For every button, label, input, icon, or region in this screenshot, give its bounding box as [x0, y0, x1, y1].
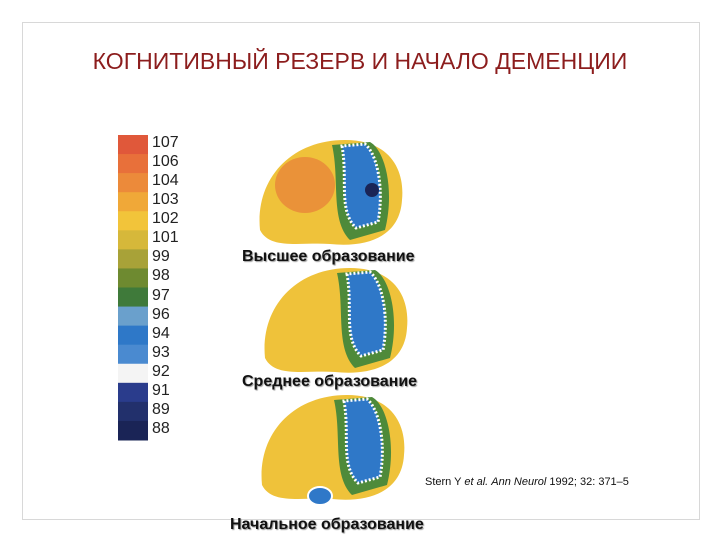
etal: et al.: [464, 476, 489, 488]
blue-region: [340, 142, 382, 230]
scale-swatch: [118, 401, 148, 422]
scale-label: 106: [152, 153, 179, 171]
caption: Среднее образование: [242, 373, 418, 390]
blue-spot: [307, 486, 333, 506]
scale-swatch: [118, 173, 148, 193]
scale-swatch: [118, 287, 148, 308]
scale-swatch: [118, 192, 148, 212]
blue-spot: [365, 183, 379, 197]
scale-label: 101: [152, 229, 179, 247]
scale-label: 88: [152, 419, 170, 437]
scale-swatch: [118, 268, 148, 288]
scale-swatch: [118, 344, 148, 365]
scale-label: 103: [152, 191, 179, 209]
journal: Ann Neurol: [491, 476, 547, 488]
scale-swatch: [118, 382, 148, 403]
scale-swatch: [118, 230, 148, 250]
citation: Stern Y et al. Ann Neurol 1992; 32: 371–…: [425, 476, 629, 488]
scale-label: 98: [152, 267, 170, 285]
scale-label: 97: [152, 286, 170, 304]
scale-label: 94: [152, 324, 170, 342]
scale-label: 89: [152, 400, 170, 418]
scale-label: 99: [152, 248, 170, 266]
slide-title: КОГНИТИВНЫЙ РЕЗЕРВ И НАЧАЛО ДЕМЕНЦИИ: [92, 48, 628, 74]
blue-region: [345, 270, 387, 358]
scale-swatch: [118, 325, 148, 346]
caption: Начальное образование: [230, 516, 424, 533]
scale-label: 93: [152, 343, 170, 361]
scale-label: 107: [152, 134, 179, 151]
scale-swatch: [118, 306, 148, 327]
blue-region: [342, 397, 384, 485]
scale-label: 96: [152, 305, 170, 323]
scale-swatch: [118, 135, 148, 155]
frame: [22, 22, 700, 520]
scale-label: 91: [152, 381, 170, 399]
hot-spot: [275, 157, 335, 213]
scale-swatch: [118, 363, 148, 384]
scale-swatch: [118, 211, 148, 231]
scale-label: 92: [152, 362, 170, 380]
scale-label: 104: [152, 172, 179, 190]
scale-swatch: [118, 420, 148, 441]
ref: 1992; 32: 371–5: [549, 476, 629, 488]
scale-swatch: [118, 154, 148, 174]
caption: Высшее образование: [242, 248, 415, 265]
author: Stern Y: [425, 476, 462, 488]
scale-label: 102: [152, 210, 179, 228]
scale-swatch: [118, 249, 148, 269]
